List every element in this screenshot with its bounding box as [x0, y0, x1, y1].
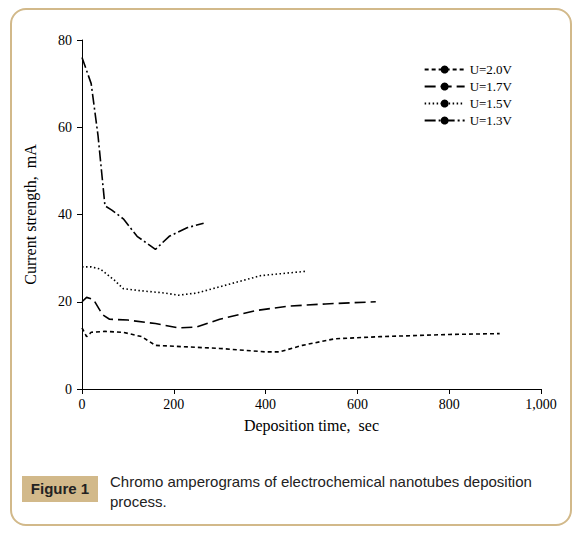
- svg-text:800: 800: [439, 397, 460, 412]
- svg-text:U=1.3V: U=1.3V: [470, 113, 513, 128]
- svg-text:200: 200: [163, 397, 184, 412]
- svg-text:Current strength, mA: Current strength, mA: [22, 144, 40, 285]
- svg-text:60: 60: [58, 120, 72, 135]
- svg-text:80: 80: [58, 33, 72, 48]
- svg-text:40: 40: [58, 207, 72, 222]
- svg-text:600: 600: [347, 397, 368, 412]
- svg-text:U=1.7V: U=1.7V: [470, 79, 513, 94]
- html-text:Chromo amperograms of electroc: Chromo amperograms of electrochemical na…: [110, 473, 532, 510]
- html-text:Figure 1: Figure 1: [30, 480, 90, 497]
- svg-text:400: 400: [255, 397, 276, 412]
- svg-text:U=1.5V: U=1.5V: [470, 96, 513, 111]
- svg-text:0: 0: [79, 397, 86, 412]
- svg-text:20: 20: [58, 294, 72, 309]
- svg-text:Deposition time, sec: Deposition time, sec: [244, 417, 379, 435]
- svg-text:0: 0: [65, 382, 72, 397]
- svg-text:U=2.0V: U=2.0V: [470, 62, 513, 77]
- svg-text:1,000: 1,000: [525, 397, 557, 412]
